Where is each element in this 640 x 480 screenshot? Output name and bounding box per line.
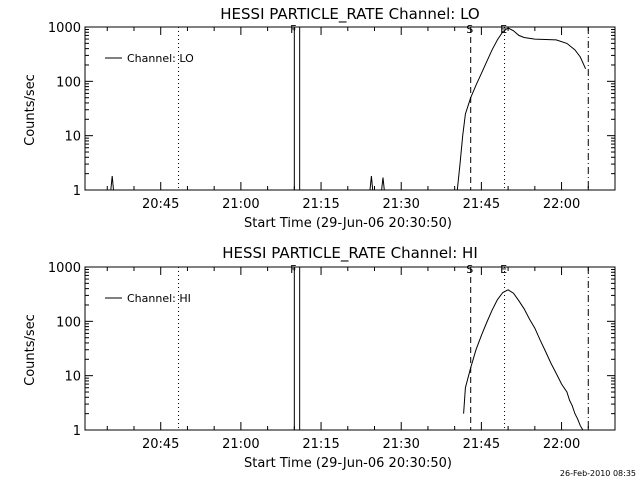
data-series-line <box>456 27 587 191</box>
y-tick-label: 10 <box>64 130 81 145</box>
legend-label: Channel: HI <box>127 292 191 305</box>
x-tick-label: 22:00 <box>543 197 580 212</box>
plot-frame <box>84 26 616 191</box>
y-axis-label: Counts/sec <box>23 314 38 386</box>
y-tick-label: 1000 <box>48 261 81 276</box>
chart-marks: F S E 20:45 21:00 21:15 21:30 21:45 22:00 1 10 100 1… <box>48 21 616 212</box>
chart-marks: F S E 20:45 21:00 21:15 21:30 21:45 22:00 1 10 100 1… <box>48 261 616 452</box>
event-marker-label: E <box>500 23 507 36</box>
event-marker-label: S <box>466 23 473 36</box>
y-tick-label: 1 <box>73 184 81 199</box>
event-marker-label: E <box>500 263 507 276</box>
data-series-line <box>463 289 584 431</box>
y-tick-label: 1000 <box>48 21 81 36</box>
generated-timestamp: 26-Feb-2010 08:35 <box>560 469 636 478</box>
y-tick-label: 1 <box>73 424 81 439</box>
y-tick-label: 100 <box>56 315 81 330</box>
event-marker-label: F <box>290 23 296 36</box>
x-tick-label: 21:30 <box>382 437 419 452</box>
y-axis-label: Counts/sec <box>23 74 38 146</box>
chart-panel-hi: HESSI PARTICLE_RATE Channel: HI Start Ti… <box>23 244 616 471</box>
event-marker-label: F <box>290 263 296 276</box>
x-tick-label: 21:30 <box>382 197 419 212</box>
x-axis-label: Start Time (29-Jun-06 20:30:50) <box>244 456 452 471</box>
data-series-line <box>110 176 114 191</box>
x-tick-label: 20:45 <box>142 437 179 452</box>
x-tick-label: 22:00 <box>543 437 580 452</box>
x-axis-label: Start Time (29-Jun-06 20:30:50) <box>244 216 452 231</box>
x-tick-label: 21:00 <box>222 197 259 212</box>
chart-title: HESSI PARTICLE_RATE Channel: HI <box>222 244 478 263</box>
chart-title: HESSI PARTICLE_RATE Channel: LO <box>220 5 479 24</box>
plot-frame <box>84 266 616 431</box>
data-series-line <box>369 176 385 191</box>
x-tick-label: 21:15 <box>302 437 339 452</box>
y-tick-label: 10 <box>64 370 81 385</box>
x-tick-label: 21:00 <box>222 437 259 452</box>
x-tick-label: 20:45 <box>142 197 179 212</box>
x-tick-label: 21:45 <box>463 197 500 212</box>
chart-panel-lo: HESSI PARTICLE_RATE Channel: LO Start Ti… <box>23 5 616 231</box>
y-tick-label: 100 <box>56 75 81 90</box>
legend-label: Channel: LO <box>127 52 194 65</box>
event-marker-label: S <box>466 263 473 276</box>
x-tick-label: 21:15 <box>302 197 339 212</box>
x-tick-label: 21:45 <box>463 437 500 452</box>
